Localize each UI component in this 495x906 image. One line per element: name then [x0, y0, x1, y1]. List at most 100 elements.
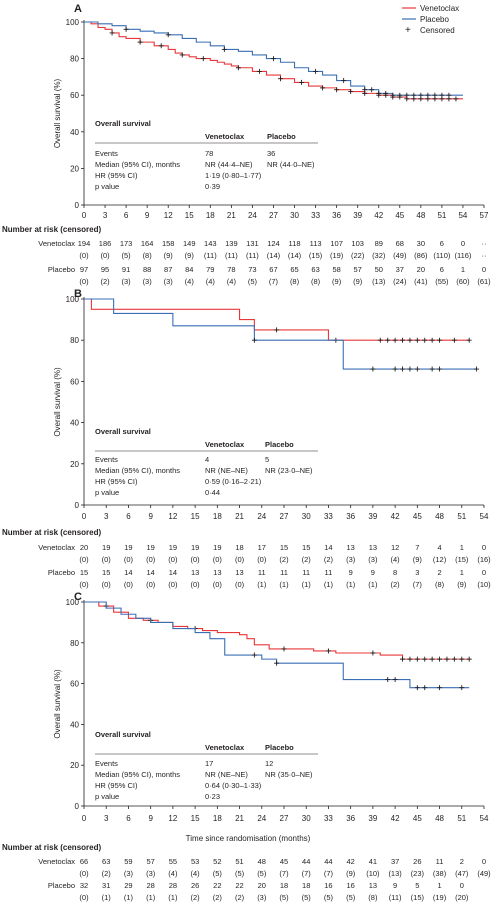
table-row-label: Events — [95, 455, 118, 464]
censor-mark-placebo — [474, 366, 480, 372]
censor-mark-venetoclax — [414, 337, 420, 343]
y-tick-label: 60 — [70, 680, 79, 689]
series-placebo-curve — [84, 21, 463, 96]
risk-count-venetoclax: 13 — [369, 543, 377, 552]
risk-censored-venetoclax: (7) — [302, 869, 312, 878]
risk-censored-placebo: (13) — [372, 277, 386, 286]
risk-censored-placebo: (9) — [332, 277, 342, 286]
risk-censored-venetoclax: (3) — [146, 869, 156, 878]
risk-censored-placebo: (0) — [79, 580, 89, 589]
risk-count-venetoclax: 149 — [183, 239, 196, 248]
censor-mark-venetoclax — [400, 656, 406, 662]
risk-count-venetoclax: 19 — [124, 543, 132, 552]
x-tick-label: 6 — [126, 512, 131, 521]
risk-censored-venetoclax: (5) — [213, 869, 223, 878]
table-row-label: p value — [95, 792, 119, 801]
risk-censored-venetoclax: (38) — [433, 869, 447, 878]
censor-mark-placebo — [251, 337, 257, 343]
x-tick-label: 3 — [104, 512, 109, 521]
censor-mark-venetoclax — [400, 337, 406, 343]
risk-censored-venetoclax: (7) — [279, 869, 289, 878]
risk-count-venetoclax: 15 — [302, 543, 310, 552]
risk-censored-placebo: (5) — [248, 277, 258, 286]
censor-mark-placebo — [425, 92, 431, 98]
legend-placebo-label: Placebo — [420, 15, 449, 24]
risk-count-placebo: 5 — [415, 881, 419, 890]
risk-censored-venetoclax: (7) — [324, 869, 334, 878]
table-row-label: Events — [95, 759, 118, 768]
risk-censored-placebo: (8) — [368, 893, 378, 902]
risk-censored-venetoclax: (8) — [143, 251, 153, 260]
censor-mark-placebo — [392, 366, 398, 372]
y-tick-label: 20 — [70, 761, 79, 770]
risk-row-label-venetoclax: Venetoclax — [38, 239, 75, 248]
censor-mark-placebo — [270, 56, 276, 62]
x-tick-label: 48 — [416, 211, 425, 220]
x-tick-label: 0 — [82, 512, 87, 521]
risk-censored-venetoclax: (49) — [393, 251, 407, 260]
censor-mark-venetoclax — [200, 56, 206, 62]
censor-mark-placebo — [437, 366, 443, 372]
risk-censored-placebo: (1) — [102, 893, 112, 902]
risk-count-placebo: 28 — [169, 881, 177, 890]
risk-count-venetoclax: 59 — [124, 857, 132, 866]
risk-censored-venetoclax: (3) — [368, 555, 378, 564]
risk-count-venetoclax: 124 — [267, 239, 280, 248]
table-row-label: Median (95% CI), months — [95, 770, 180, 779]
risk-censored-placebo: (61) — [477, 277, 491, 286]
risk-censored-placebo: (1) — [168, 893, 178, 902]
censor-mark-placebo — [251, 652, 257, 658]
table-header-placebo: Placebo — [267, 132, 296, 141]
censor-mark-venetoclax — [334, 87, 340, 93]
x-tick-label: 27 — [280, 814, 289, 823]
censor-mark-venetoclax — [370, 650, 376, 656]
risk-count-venetoclax: ·· — [482, 239, 487, 248]
risk-count-placebo: 37 — [396, 265, 404, 274]
censor-mark-placebo — [221, 46, 227, 52]
risk-count-venetoclax: 131 — [246, 239, 259, 248]
table-header-venetoclax: Venetoclax — [205, 743, 245, 752]
risk-censored-venetoclax: (11) — [225, 251, 238, 260]
censor-mark-venetoclax — [158, 43, 164, 49]
table-cell-venetoclax: 0·64 (0·30–1·33) — [205, 781, 262, 790]
risk-count-placebo: 73 — [248, 265, 256, 274]
risk-count-venetoclax: 107 — [330, 239, 343, 248]
risk-row-label-placebo: Placebo — [48, 568, 75, 577]
censor-mark-venetoclax — [348, 89, 354, 95]
risk-censored-venetoclax: (0) — [79, 869, 89, 878]
x-tick-label: 21 — [235, 512, 244, 521]
censor-mark-venetoclax — [299, 79, 305, 85]
table-title: Overall survival — [95, 427, 151, 436]
y-tick-label: 0 — [75, 201, 80, 210]
y-tick-label: 80 — [70, 336, 79, 345]
risk-count-venetoclax: 13 — [346, 543, 354, 552]
risk-censored-venetoclax: (4) — [391, 555, 401, 564]
risk-count-venetoclax: 26 — [413, 857, 421, 866]
series-venetoclax-curve — [84, 601, 470, 660]
censor-mark-placebo — [362, 87, 368, 93]
censor-mark-placebo — [313, 68, 319, 74]
table-cell-venetoclax: NR (NE–NE) — [205, 770, 248, 779]
risk-count-venetoclax: 37 — [391, 857, 399, 866]
y-axis-label: Overall survival (%) — [53, 367, 62, 437]
table-cell-venetoclax: NR (44·4–NE) — [205, 160, 253, 169]
censor-mark-venetoclax — [392, 337, 398, 343]
x-tick-label: 45 — [413, 814, 422, 823]
risk-censored-placebo: (5) — [346, 893, 356, 902]
risk-count-placebo: 31 — [102, 881, 110, 890]
risk-count-placebo: 1 — [461, 265, 465, 274]
table-row-label: Median (95% CI), months — [95, 160, 180, 169]
risk-censored-placebo: (5) — [302, 893, 312, 902]
risk-censored-placebo: (3) — [164, 277, 174, 286]
risk-count-placebo: 11 — [325, 568, 333, 577]
x-tick-label: 42 — [391, 814, 400, 823]
risk-count-venetoclax: 103 — [351, 239, 364, 248]
censor-mark-venetoclax — [422, 656, 428, 662]
censor-mark-placebo — [459, 685, 465, 691]
risk-count-venetoclax: 48 — [258, 857, 266, 866]
censor-mark-venetoclax — [320, 85, 326, 91]
y-tick-label: 60 — [70, 91, 79, 100]
risk-censored-placebo: (0) — [146, 580, 156, 589]
x-tick-label: 36 — [332, 211, 341, 220]
y-tick-label: 20 — [70, 164, 79, 173]
